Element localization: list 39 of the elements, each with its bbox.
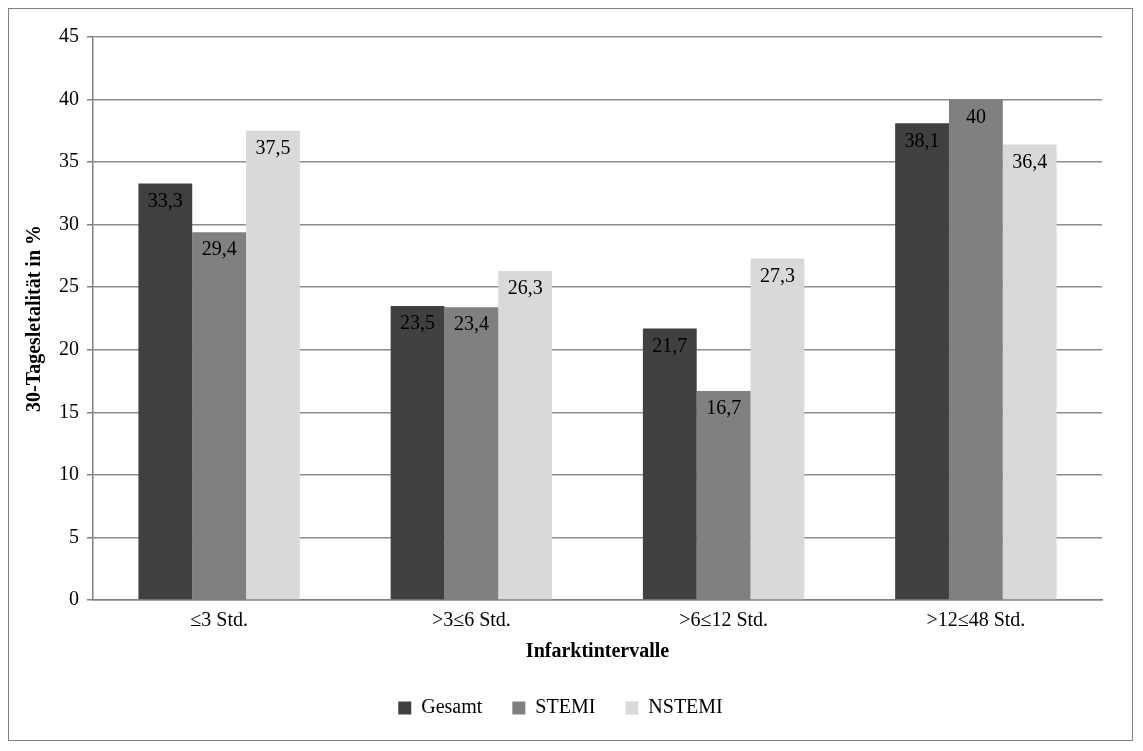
x-tick-label: >6≤12 Std. (679, 608, 769, 631)
data-label: 23,5 (400, 311, 436, 334)
data-label: 27,3 (759, 263, 795, 286)
y-tick-label: 30 (59, 211, 79, 234)
bar (498, 270, 553, 600)
data-label: 26,3 (507, 276, 543, 299)
bar (246, 130, 300, 600)
bar (895, 123, 949, 600)
y-tick-label: 15 (59, 399, 79, 422)
data-label: 23,4 (453, 312, 489, 335)
bar (750, 258, 805, 600)
y-tick-label: 20 (59, 337, 79, 360)
bar (642, 328, 697, 600)
legend-label: NSTEMI (648, 695, 723, 718)
y-tick-label: 35 (59, 149, 79, 172)
data-label: 37,5 (255, 136, 291, 159)
data-label: 38,1 (904, 128, 940, 151)
data-label: 33,3 (147, 188, 183, 211)
legend-label: STEMI (535, 695, 596, 718)
y-tick-label: 25 (59, 274, 79, 297)
y-axis-title: 30-Tagesletalität in % (22, 224, 46, 413)
x-tick-label: >12≤48 Std. (926, 608, 1026, 631)
data-label: 40 (965, 104, 986, 127)
data-label: 29,4 (201, 237, 237, 260)
y-tick-label: 40 (59, 86, 79, 109)
data-label: 36,4 (1012, 149, 1048, 172)
y-tick-label: 10 (59, 462, 79, 485)
data-label: 21,7 (652, 333, 688, 356)
bar (1002, 144, 1057, 600)
x-tick-label: ≤3 Std. (190, 608, 248, 631)
x-axis-title: Infarktintervalle (525, 639, 670, 662)
data-label: 16,7 (706, 396, 742, 419)
y-tick-label: 0 (69, 587, 79, 610)
y-tick-label: 5 (69, 524, 79, 547)
bar (138, 183, 193, 600)
legend-label: Gesamt (421, 695, 483, 718)
x-tick-label: >3≤6 Std. (431, 608, 511, 631)
bar (390, 305, 445, 600)
y-tick-label: 45 (59, 24, 79, 47)
